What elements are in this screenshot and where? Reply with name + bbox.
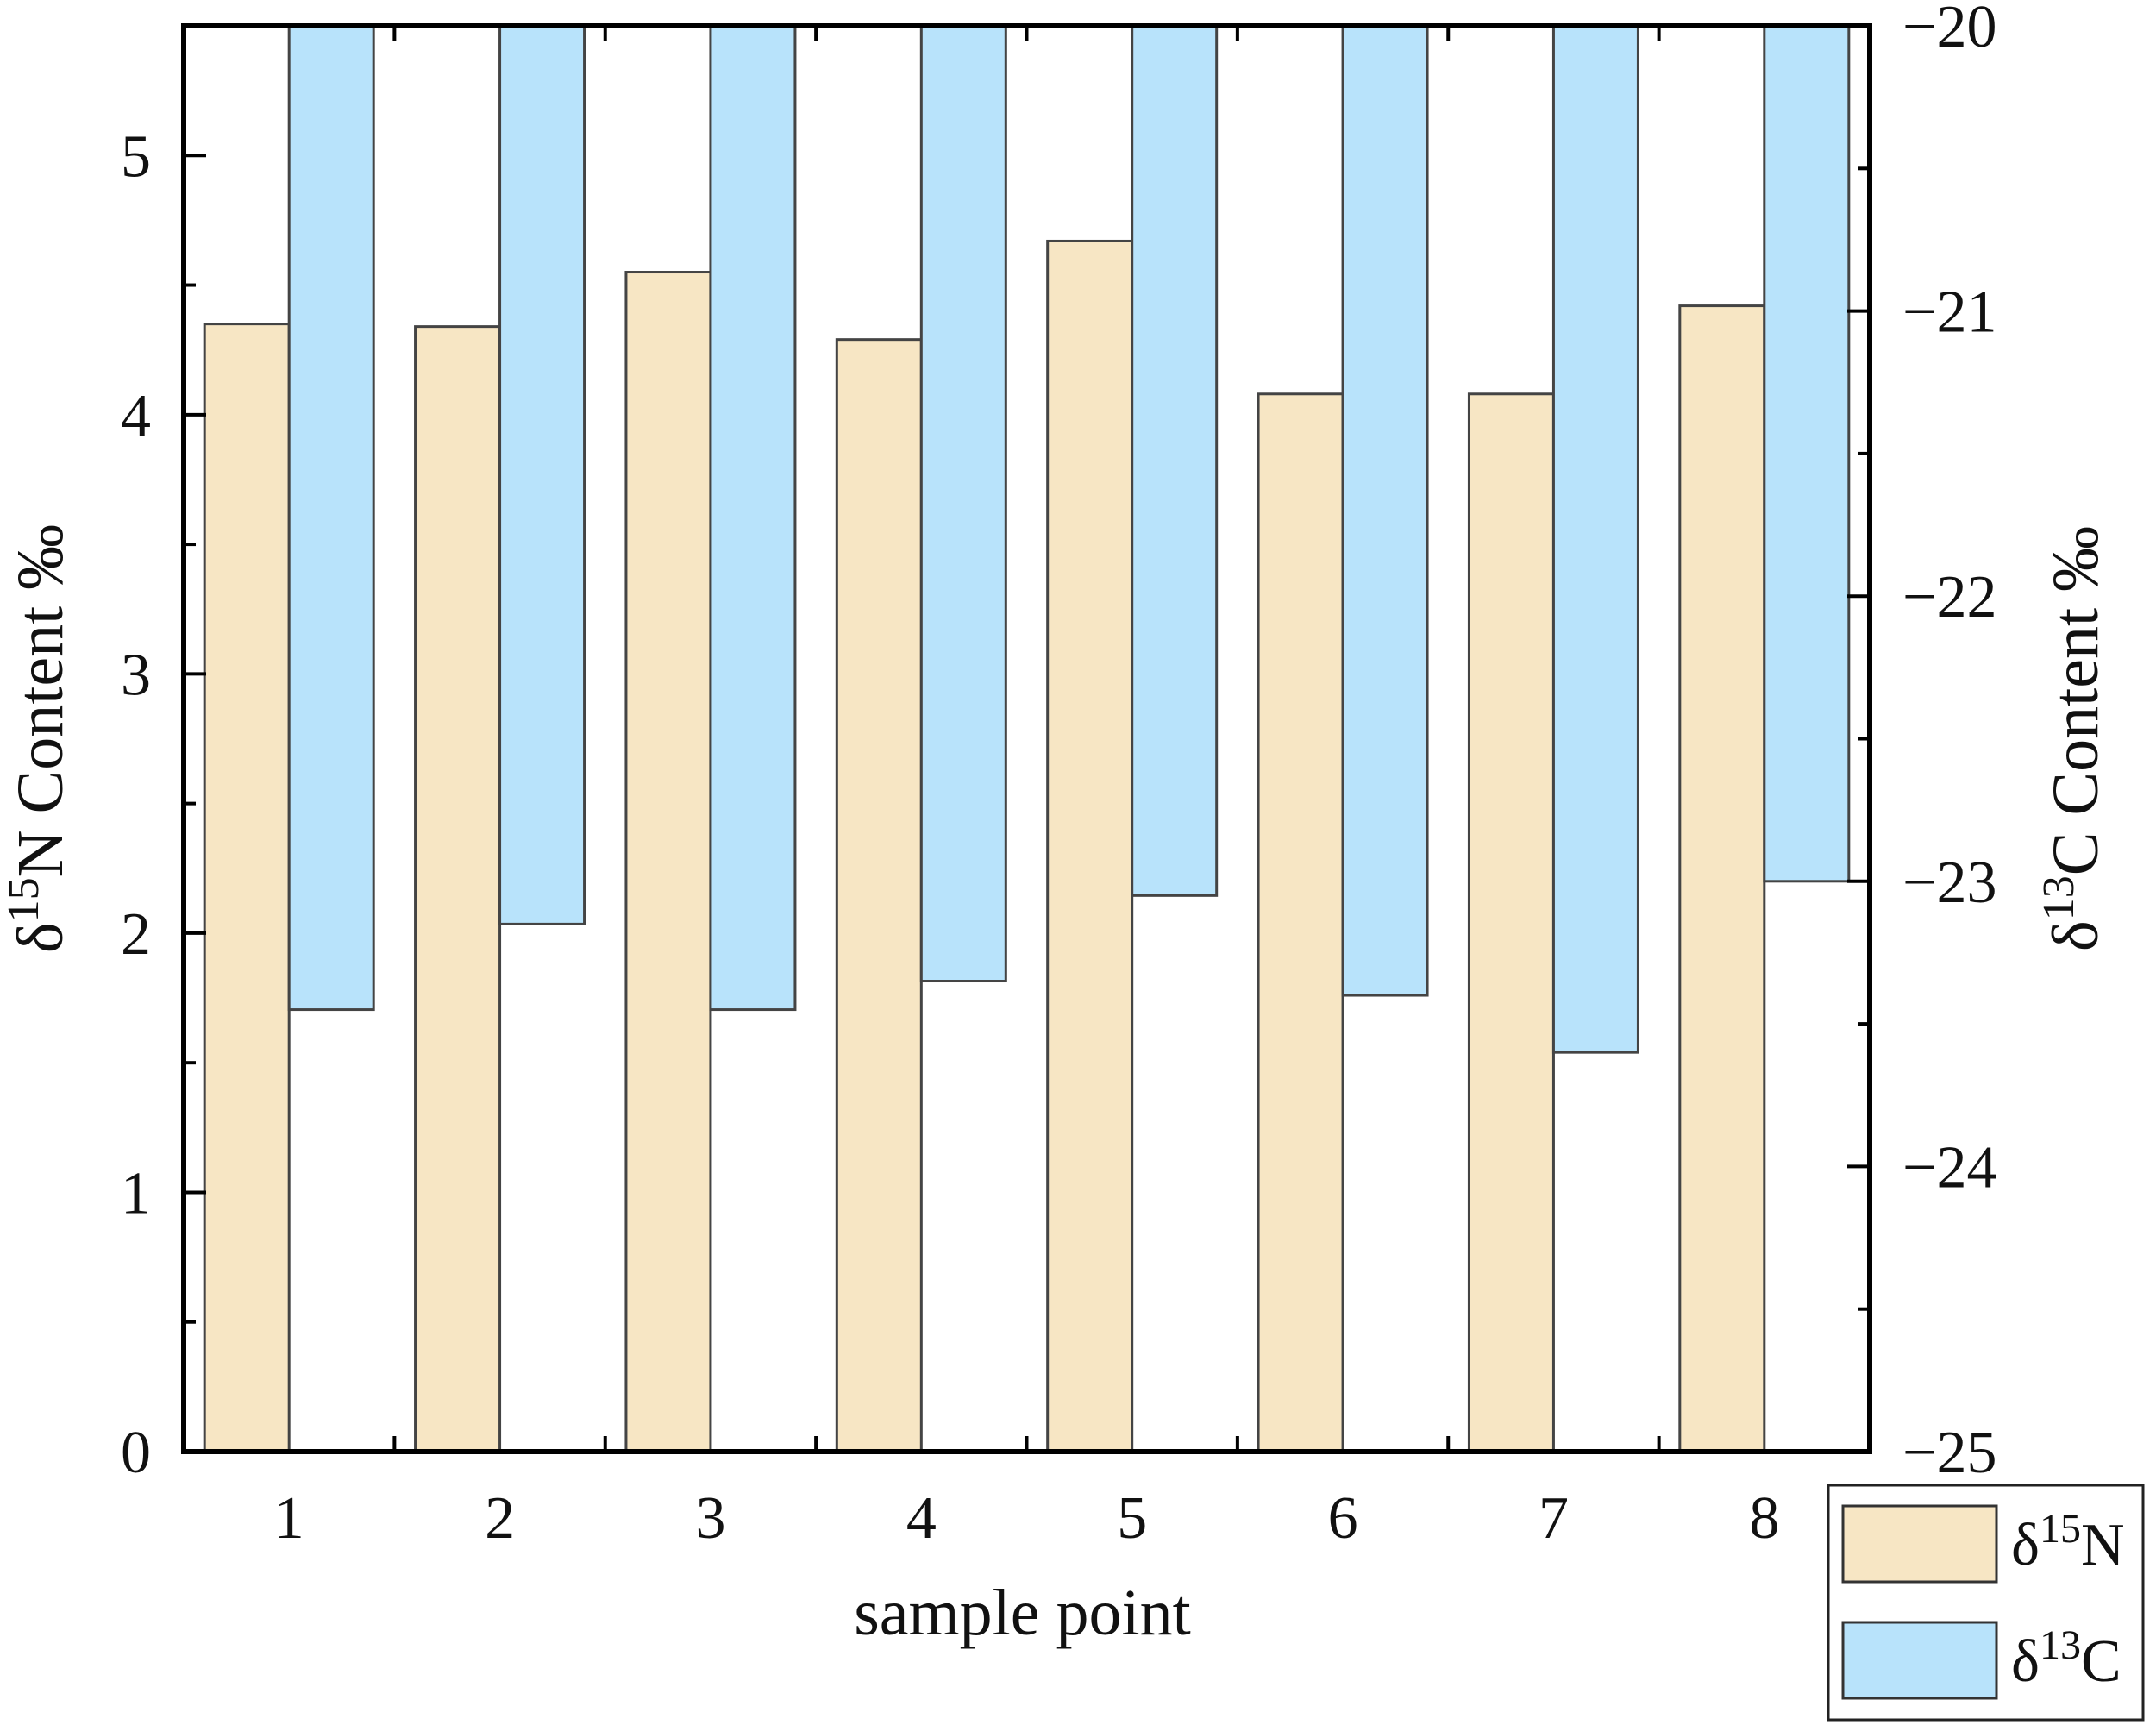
bar-d15n-1 bbox=[203, 323, 291, 1453]
bar-d13c-5 bbox=[1131, 24, 1219, 897]
bar-d15n-4 bbox=[835, 338, 923, 1453]
legend-swatch-d13c bbox=[1841, 1621, 1998, 1700]
legend-label-d13c: δ13C bbox=[2011, 1622, 2122, 1696]
bar-d13c-1 bbox=[287, 24, 375, 1012]
x-tick-label: 8 bbox=[1749, 1485, 1779, 1552]
left-y-tick-label: 3 bbox=[121, 642, 151, 708]
legend-label-d15n-rest: N bbox=[2081, 1512, 2125, 1578]
right-y-tick-label: −22 bbox=[1902, 564, 1996, 630]
bar-d13c-6 bbox=[1341, 24, 1429, 997]
bar-d13c-7 bbox=[1551, 24, 1639, 1054]
left-y-axis-title-symbol: δ bbox=[4, 922, 77, 953]
bars-layer bbox=[203, 24, 1851, 1453]
bar-d13c-3 bbox=[709, 24, 797, 1012]
bar-d15n-3 bbox=[624, 271, 712, 1453]
left-y-tick-label: 5 bbox=[121, 123, 151, 190]
right-y-axis-title-rest: C Content ‰ bbox=[2040, 526, 2112, 875]
x-tick-label: 6 bbox=[1328, 1485, 1358, 1552]
legend-label-d13c-rest: C bbox=[2081, 1628, 2122, 1695]
x-axis-title: sample point bbox=[854, 1577, 1191, 1649]
right-y-tick-label: −21 bbox=[1902, 279, 1996, 346]
left-y-tick-label: 1 bbox=[121, 1160, 151, 1226]
legend-label-d13c-sup: 13 bbox=[2040, 1622, 2081, 1668]
legend-swatch-d15n bbox=[1841, 1504, 1998, 1584]
right-y-axis-title-symbol: δ bbox=[2040, 920, 2112, 951]
right-y-tick-label: −25 bbox=[1902, 1420, 1996, 1486]
bar-d15n-7 bbox=[1467, 392, 1555, 1453]
right-y-tick-label: −24 bbox=[1902, 1134, 1996, 1201]
right-y-tick-label: −20 bbox=[1902, 0, 1996, 60]
bar-d15n-2 bbox=[414, 325, 502, 1453]
bar-d15n-8 bbox=[1678, 304, 1766, 1453]
left-y-axis-title-rest: N Content ‰ bbox=[4, 524, 77, 878]
left-y-tick-label: 2 bbox=[121, 901, 151, 968]
right-y-axis-title-sup: 13 bbox=[2034, 875, 2084, 920]
x-tick-label: 5 bbox=[1117, 1485, 1147, 1552]
ticks-layer: 0 1 2 3 4 5 −25 −24 −23 −22 −21 −20 1 2 3 4 5 6 7 8 bbox=[121, 0, 1996, 1552]
right-y-axis-title: δ13C Content ‰ bbox=[2034, 526, 2113, 951]
x-tick-label: 4 bbox=[906, 1485, 937, 1552]
x-tick-label: 1 bbox=[274, 1485, 304, 1552]
legend-label-d15n-sup: 15 bbox=[2040, 1506, 2081, 1552]
x-tick-label: 3 bbox=[695, 1485, 725, 1552]
bar-d13c-4 bbox=[919, 24, 1007, 983]
plot-frame bbox=[181, 23, 1872, 1454]
bar-d13c-8 bbox=[1763, 24, 1851, 883]
legend-label-d13c-symbol: δ bbox=[2011, 1628, 2040, 1695]
bar-d15n-5 bbox=[1046, 239, 1134, 1453]
bar-d13c-2 bbox=[498, 24, 586, 925]
x-tick-label: 7 bbox=[1539, 1485, 1569, 1552]
x-tick-label: 2 bbox=[485, 1485, 515, 1552]
bar-d15n-6 bbox=[1257, 392, 1344, 1453]
left-y-tick-label: 4 bbox=[121, 383, 151, 449]
right-y-tick-label: −23 bbox=[1902, 850, 1996, 916]
left-y-axis-title: δ15N Content ‰ bbox=[0, 524, 77, 953]
left-y-tick-label: 0 bbox=[121, 1420, 151, 1486]
legend-label-d15n: δ15N bbox=[2011, 1506, 2125, 1579]
left-y-axis-title-sup: 15 bbox=[0, 877, 48, 922]
legend-label-d15n-symbol: δ bbox=[2011, 1512, 2040, 1578]
legend: δ15N δ13C bbox=[1827, 1484, 2145, 1722]
